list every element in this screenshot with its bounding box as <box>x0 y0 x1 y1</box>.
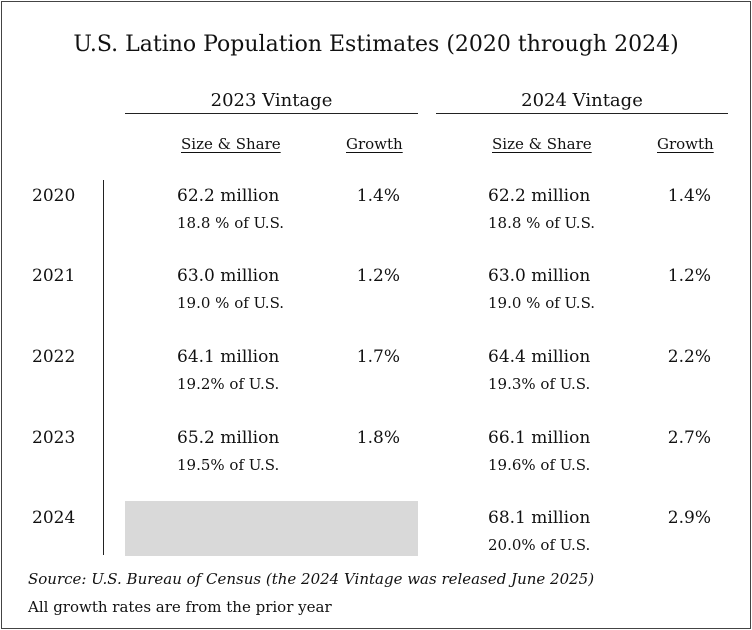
share-2023: 19.2% of U.S. <box>177 375 280 393</box>
col-growth-2024: Growth <box>657 135 714 153</box>
size-2023: 63.0 million <box>177 266 280 286</box>
size-2024: 63.0 million <box>488 266 591 286</box>
size-2023: 64.1 million <box>177 347 280 367</box>
growth-2024: 2.7% <box>667 428 711 448</box>
growth-2023: 1.8% <box>356 428 400 448</box>
row-year: 2020 <box>32 186 76 206</box>
growth-2023: 1.7% <box>356 347 400 367</box>
year-divider <box>103 180 104 555</box>
row-year: 2021 <box>32 266 76 286</box>
share-2024: 19.3% of U.S. <box>488 375 591 393</box>
growth-2024: 1.2% <box>667 266 711 286</box>
growth-2024: 2.9% <box>667 508 711 528</box>
size-2024: 62.2 million <box>488 186 591 206</box>
growth-2023: 1.2% <box>356 266 400 286</box>
growth-2023: 1.4% <box>356 186 400 206</box>
row-year: 2024 <box>32 508 76 528</box>
vintage-2023-header: 2023 Vintage <box>210 90 333 111</box>
growth-note: All growth rates are from the prior year <box>28 598 332 616</box>
size-2024: 68.1 million <box>488 508 591 528</box>
col-growth-2023: Growth <box>346 135 403 153</box>
size-2023: 62.2 million <box>177 186 280 206</box>
growth-2024: 2.2% <box>667 347 711 367</box>
share-2024: 18.8 % of U.S. <box>488 214 596 232</box>
col-size-share-2024: Size & Share <box>492 135 592 153</box>
size-2024: 66.1 million <box>488 428 591 448</box>
row-year: 2023 <box>32 428 76 448</box>
share-2023: 19.5% of U.S. <box>177 456 280 474</box>
blank-cell-2023-vintage-2024 <box>125 501 418 556</box>
share-2023: 19.0 % of U.S. <box>177 294 285 312</box>
share-2024: 19.6% of U.S. <box>488 456 591 474</box>
vintage-2024-rule <box>436 113 728 114</box>
source-note: Source: U.S. Bureau of Census (the 2024 … <box>28 570 595 588</box>
row-year: 2022 <box>32 347 76 367</box>
vintage-2024-header: 2024 Vintage <box>521 90 643 111</box>
col-size-share-2023: Size & Share <box>181 135 281 153</box>
share-2024: 19.0 % of U.S. <box>488 294 596 312</box>
share-2023: 18.8 % of U.S. <box>177 214 285 232</box>
size-2023: 65.2 million <box>177 428 280 448</box>
growth-2024: 1.4% <box>667 186 711 206</box>
share-2024: 20.0% of U.S. <box>488 536 591 554</box>
size-2024: 64.4 million <box>488 347 591 367</box>
vintage-2023-rule <box>125 113 418 114</box>
page-title: U.S. Latino Population Estimates (2020 t… <box>73 32 679 57</box>
